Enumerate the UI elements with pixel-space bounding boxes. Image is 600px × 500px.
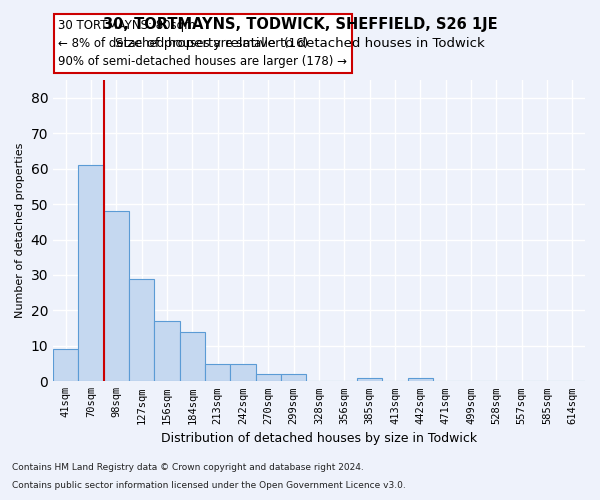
Y-axis label: Number of detached properties: Number of detached properties [15,143,25,318]
Text: 30, TORTMAYNS, TODWICK, SHEFFIELD, S26 1JE: 30, TORTMAYNS, TODWICK, SHEFFIELD, S26 1… [103,18,497,32]
Bar [256,374,281,382]
Bar [281,374,307,382]
Bar [179,332,205,382]
Bar [230,364,256,382]
Bar [79,165,104,382]
Bar [129,278,154,382]
Bar [205,364,230,382]
Bar [357,378,382,382]
X-axis label: Distribution of detached houses by size in Todwick: Distribution of detached houses by size … [161,432,477,445]
Bar [407,378,433,382]
Bar [53,350,79,382]
Text: Contains HM Land Registry data © Crown copyright and database right 2024.: Contains HM Land Registry data © Crown c… [12,464,364,472]
Text: Contains public sector information licensed under the Open Government Licence v3: Contains public sector information licen… [12,481,406,490]
Text: Size of property relative to detached houses in Todwick: Size of property relative to detached ho… [115,38,485,51]
Bar [104,211,129,382]
Text: 30 TORTMAYNS: 80sqm
← 8% of detached houses are smaller (16)
90% of semi-detache: 30 TORTMAYNS: 80sqm ← 8% of detached hou… [58,19,347,68]
Bar [154,321,179,382]
